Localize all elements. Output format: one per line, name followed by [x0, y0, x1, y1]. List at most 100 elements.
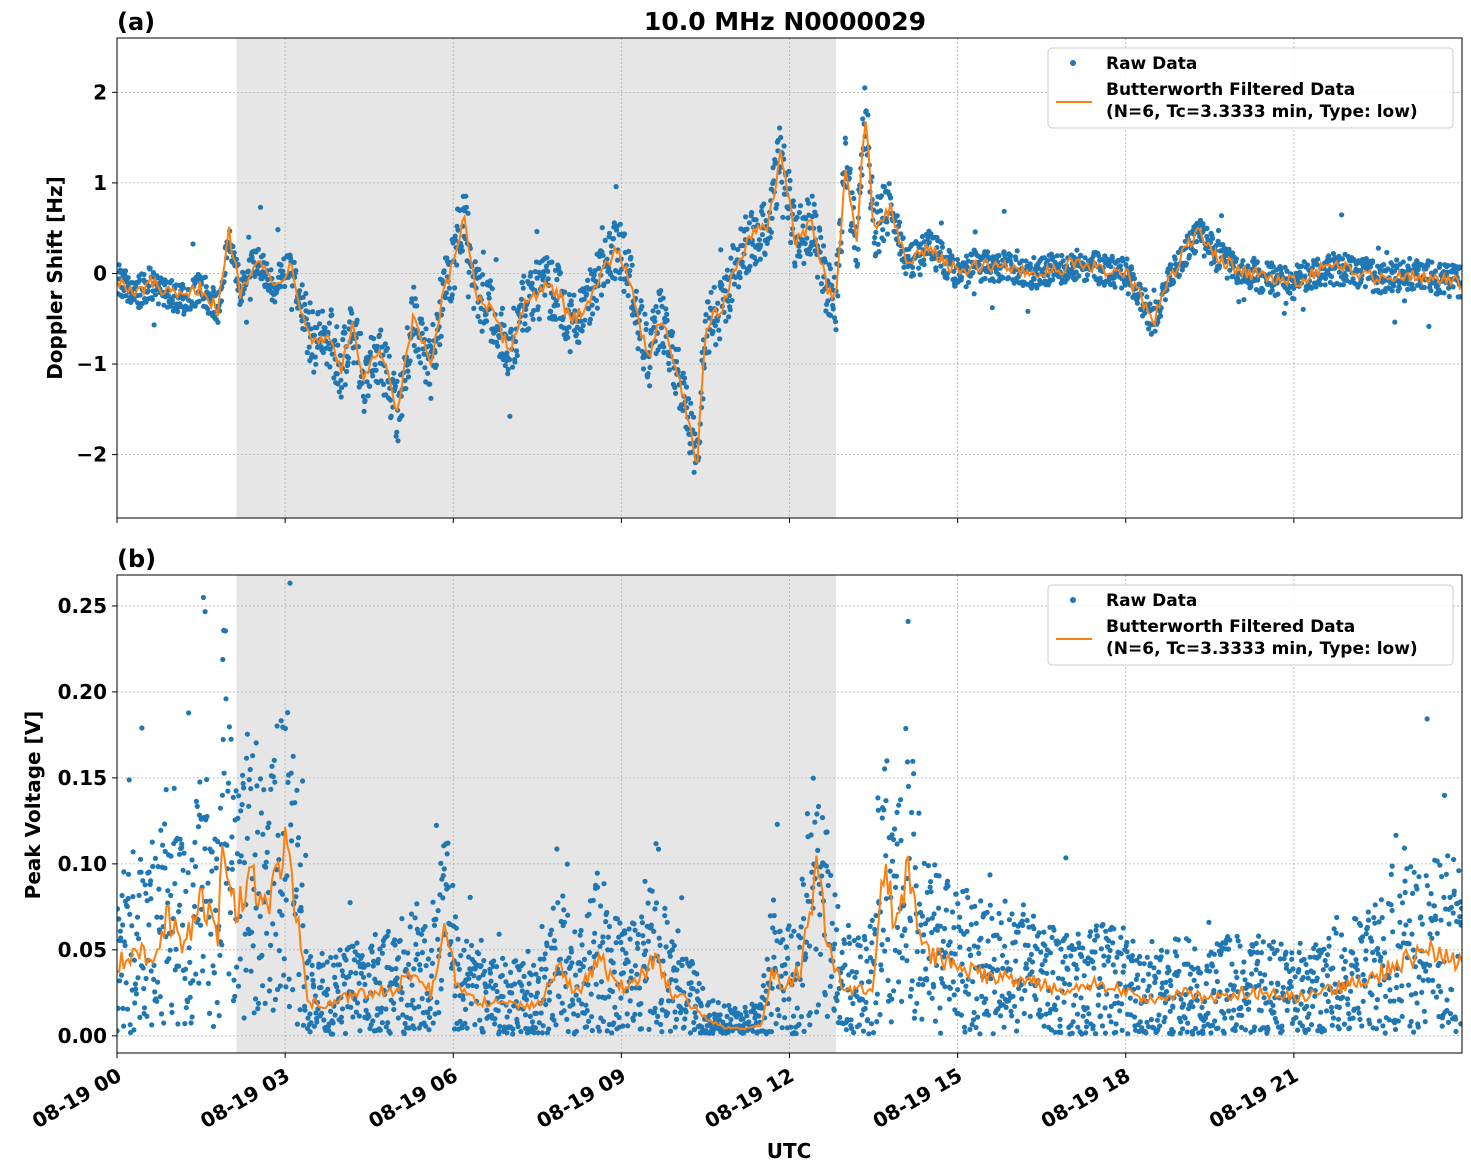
raw-data-point [1087, 933, 1093, 939]
raw-data-point [651, 315, 658, 321]
raw-data-point [974, 996, 980, 1002]
raw-data-point [800, 881, 807, 888]
raw-data-point [976, 950, 982, 957]
raw-data-point [1294, 1007, 1301, 1013]
raw-data-point [247, 296, 253, 302]
raw-data-point [1045, 258, 1051, 264]
raw-data-point [212, 293, 218, 299]
raw-data-point [951, 925, 957, 931]
raw-data-point [141, 986, 147, 992]
raw-data-point [1328, 274, 1335, 280]
raw-data-point [639, 303, 645, 310]
raw-data-point [779, 1025, 785, 1031]
raw-data-point [371, 958, 377, 965]
raw-data-point [579, 328, 585, 334]
raw-data-point [830, 306, 836, 312]
raw-data-point [1096, 253, 1102, 259]
raw-data-point [1044, 970, 1050, 976]
raw-data-point [1278, 266, 1284, 273]
raw-data-point [125, 895, 131, 902]
raw-data-point [537, 956, 543, 962]
raw-data-point [1113, 1021, 1119, 1027]
filtered-data-line [117, 121, 1462, 464]
raw-data-point [361, 408, 367, 414]
raw-data-point [967, 1026, 973, 1032]
raw-data-point [756, 237, 763, 243]
raw-data-point [1300, 974, 1306, 981]
raw-data-point [1211, 259, 1217, 265]
panel-b-ylabel: Peak Voltage [V] [21, 711, 45, 900]
raw-data-point [219, 942, 225, 948]
raw-data-point [592, 930, 598, 936]
raw-data-point [849, 190, 855, 196]
raw-data-point [1080, 1013, 1086, 1019]
raw-data-point [271, 757, 277, 763]
legend-filtered-label: Butterworth Filtered Data [1106, 80, 1355, 100]
raw-data-point [1199, 1004, 1205, 1011]
raw-data-point [287, 580, 293, 586]
raw-data-point [623, 950, 629, 956]
raw-data-point [786, 168, 792, 174]
raw-data-point [712, 323, 719, 329]
raw-data-point [465, 294, 471, 300]
raw-data-point [511, 305, 517, 311]
raw-data-point [505, 371, 511, 377]
raw-data-point [143, 975, 149, 982]
raw-data-point [902, 926, 908, 932]
raw-data-point [1450, 284, 1456, 290]
raw-data-point [584, 1007, 590, 1014]
raw-data-point [122, 268, 129, 274]
raw-data-point [370, 373, 376, 379]
raw-data-point [601, 281, 607, 287]
raw-data-point [811, 201, 817, 207]
raw-data-point [1394, 257, 1400, 263]
raw-data-point [566, 955, 572, 961]
raw-data-point [860, 116, 866, 122]
raw-data-point [1062, 953, 1068, 960]
raw-data-point [466, 976, 472, 982]
raw-data-point [193, 971, 199, 977]
raw-data-point [737, 270, 743, 276]
raw-data-point [200, 953, 206, 960]
raw-data-point [193, 798, 199, 805]
raw-data-point [1314, 262, 1320, 268]
raw-data-point [400, 1012, 406, 1018]
raw-data-point [929, 995, 935, 1001]
raw-data-point [1165, 266, 1171, 272]
raw-data-point [1137, 953, 1143, 960]
raw-data-point [910, 272, 917, 278]
raw-data-point [566, 324, 572, 330]
raw-data-point [1113, 1029, 1119, 1035]
raw-data-point [653, 304, 659, 310]
raw-data-point [815, 274, 821, 280]
raw-data-point [196, 812, 202, 818]
raw-data-point [882, 766, 888, 772]
raw-data-point [614, 227, 620, 233]
raw-data-point [1358, 268, 1364, 274]
raw-data-point [283, 897, 289, 903]
raw-data-point [1102, 1005, 1108, 1011]
raw-data-point [1054, 253, 1060, 259]
raw-data-point [125, 871, 132, 877]
raw-data-point [932, 862, 938, 868]
raw-data-point [820, 243, 827, 249]
raw-data-point [598, 903, 604, 909]
raw-data-point [405, 368, 411, 374]
raw-data-point [471, 973, 477, 979]
raw-data-point [778, 973, 784, 979]
raw-data-point [790, 1013, 797, 1019]
raw-data-point [1201, 1023, 1207, 1029]
raw-data-point [777, 125, 783, 131]
raw-data-point [392, 942, 398, 948]
raw-data-point [144, 1013, 150, 1019]
raw-data-point [543, 966, 549, 972]
raw-data-point [527, 1013, 533, 1020]
raw-data-point [932, 1018, 939, 1024]
raw-data-point [677, 987, 683, 993]
raw-data-point [627, 268, 633, 274]
raw-data-point [1249, 971, 1255, 977]
raw-data-point [1191, 977, 1197, 983]
raw-data-point [878, 967, 885, 973]
raw-data-point [937, 923, 944, 929]
raw-data-point [713, 342, 719, 348]
